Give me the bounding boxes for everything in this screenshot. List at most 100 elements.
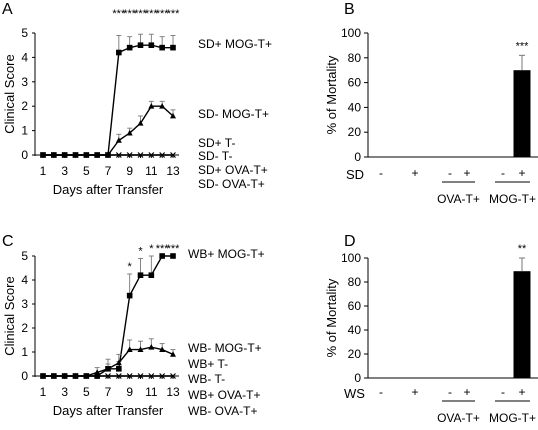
x-tick-label: 1 xyxy=(40,164,47,178)
y-axis-label: % of Mortality xyxy=(324,55,339,134)
data-point xyxy=(148,344,155,350)
y-tick-label: 40 xyxy=(348,323,362,337)
x-tick-label: 3 xyxy=(61,385,68,399)
data-point xyxy=(126,346,133,352)
data-point xyxy=(170,351,176,357)
data-point xyxy=(116,49,122,56)
group-label: MOG-T+ xyxy=(489,411,536,425)
y-tick-label: 0 xyxy=(354,371,361,385)
x-tick-label: 3 xyxy=(61,164,68,178)
panel-letter: D xyxy=(344,233,356,250)
panel-letter: C xyxy=(2,233,14,250)
x-tick-label: 13 xyxy=(166,164,180,178)
series-label: SD+ OVA-T+ xyxy=(198,163,268,177)
y-tick-label: 3 xyxy=(21,297,28,311)
sign-label: + xyxy=(411,385,418,399)
data-point xyxy=(115,137,122,143)
y-tick-label: 80 xyxy=(348,51,362,65)
x-tick-label: 5 xyxy=(83,164,90,178)
significance-label: *** xyxy=(167,243,181,255)
y-tick-label: 0 xyxy=(21,148,28,162)
y-tick-label: 4 xyxy=(21,50,28,64)
data-point xyxy=(126,292,133,299)
data-point xyxy=(126,129,133,136)
data-point xyxy=(148,272,155,278)
sign-label: - xyxy=(379,385,383,399)
series-label: SD- T- xyxy=(198,149,232,163)
data-point xyxy=(126,44,133,51)
bar xyxy=(513,70,531,157)
significance-label: * xyxy=(138,245,143,257)
series-2: WB- MOG-T+ xyxy=(40,338,262,379)
y-axis-label: Clinical Score xyxy=(2,276,17,355)
significance-label: ** xyxy=(518,243,527,255)
series-1: WB+ MOG-T+ xyxy=(40,247,265,379)
x-tick-label: 7 xyxy=(105,385,112,399)
y-tick-label: 60 xyxy=(348,299,362,313)
y-tick-label: 3 xyxy=(21,75,28,89)
sign-label: - xyxy=(448,385,452,399)
factor-label: SD xyxy=(346,167,364,182)
y-tick-label: 80 xyxy=(348,275,362,289)
data-point xyxy=(137,272,144,278)
series-label: WB- T- xyxy=(188,372,225,386)
group-label: OVA-T+ xyxy=(437,411,480,425)
data-point xyxy=(137,42,144,48)
data-point xyxy=(159,253,165,259)
series-4: WB- T- xyxy=(43,372,225,386)
x-tick-label: 13 xyxy=(166,385,180,399)
y-tick-label: 20 xyxy=(348,125,362,139)
series-label: WB+ MOG-T+ xyxy=(188,247,265,261)
significance-label: *** xyxy=(156,8,170,20)
data-point xyxy=(115,359,122,366)
sign-label: - xyxy=(448,166,452,180)
y-tick-label: 4 xyxy=(21,273,28,287)
y-tick-label: 100 xyxy=(341,251,361,265)
significance-label: * xyxy=(149,243,154,255)
x-tick-label: 7 xyxy=(105,164,112,178)
series-4: SD- T- xyxy=(43,149,232,163)
panel-letter: B xyxy=(344,1,355,18)
significance-label: *** xyxy=(134,8,148,20)
sign-label: - xyxy=(501,166,505,180)
sign-label: - xyxy=(379,166,383,180)
series-label: WB+ T- xyxy=(188,357,228,371)
x-axis-label: Days after Transfer xyxy=(53,403,164,418)
data-point xyxy=(137,346,144,352)
significance-label: *** xyxy=(516,40,530,52)
x-tick-label: 5 xyxy=(83,385,90,399)
series-line xyxy=(43,44,173,156)
panel-letter: A xyxy=(2,1,13,18)
y-tick-label: 0 xyxy=(354,150,361,164)
sign-label: + xyxy=(518,385,525,399)
series-6: SD- OVA-T+ xyxy=(43,154,265,191)
data-point xyxy=(137,120,144,126)
sign-label: + xyxy=(518,166,525,180)
y-tick-label: 2 xyxy=(21,99,28,113)
bar xyxy=(513,271,531,378)
data-point xyxy=(159,44,165,51)
data-point xyxy=(159,346,166,352)
significance-label: *** xyxy=(167,8,181,20)
significance-label: *** xyxy=(112,8,126,20)
data-point xyxy=(105,365,111,372)
series-line xyxy=(43,105,174,156)
series-label: WB+ OVA-T+ xyxy=(188,388,260,402)
data-point xyxy=(170,112,176,119)
series-label: SD+ T- xyxy=(198,136,235,150)
x-tick-label: 11 xyxy=(145,385,158,399)
data-point xyxy=(159,103,166,109)
series-label: WB- MOG-T+ xyxy=(188,341,262,355)
y-axis-label: % of Mortality xyxy=(324,278,339,357)
y-tick-label: 5 xyxy=(21,26,28,40)
sign-label: - xyxy=(501,385,505,399)
data-point xyxy=(148,42,155,48)
significance-label: *** xyxy=(123,8,137,20)
series-label: SD+ MOG-T+ xyxy=(198,37,272,51)
x-tick-label: 11 xyxy=(145,164,158,178)
y-tick-label: 0 xyxy=(21,369,28,383)
